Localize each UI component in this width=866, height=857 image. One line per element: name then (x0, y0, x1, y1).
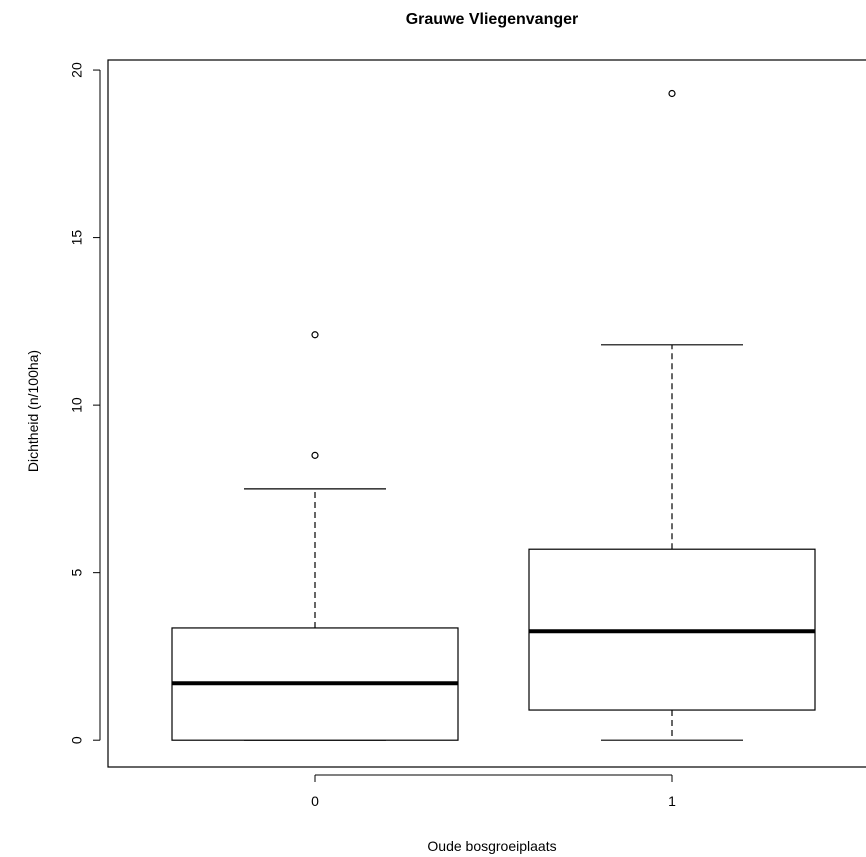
x-tick-label: 1 (668, 793, 676, 809)
x-axis-label: Oude bosgroeiplaats (427, 838, 556, 854)
outlier-point (311, 331, 319, 339)
boxes-group (171, 89, 816, 741)
y-tick-label: 10 (69, 397, 85, 413)
y-axis-label: Dichtheid (n/100ha) (25, 350, 41, 472)
y-tick-label: 15 (69, 230, 85, 246)
x-tick-label: 0 (311, 793, 319, 809)
box-1 (528, 89, 816, 741)
y-tick-label: 5 (69, 569, 85, 577)
y-tick-label: 20 (69, 62, 85, 78)
plot-area-frame (107, 59, 866, 768)
chart-title: Grauwe Vliegenvanger (406, 11, 579, 28)
box-0 (171, 331, 459, 741)
y-tick-label: 0 (69, 736, 85, 744)
y-axis: 0 5 10 15 20 (69, 62, 101, 744)
outlier-point (668, 89, 676, 98)
outlier-point (311, 451, 319, 459)
